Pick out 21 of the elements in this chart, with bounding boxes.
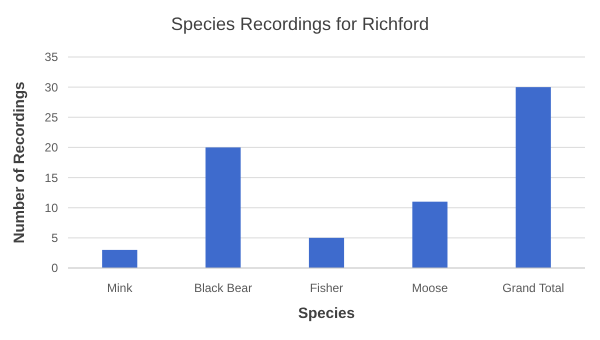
y-tick-label: 25 xyxy=(44,110,58,124)
x-tick-label: Moose xyxy=(412,281,448,295)
y-tick-label: 10 xyxy=(44,200,58,215)
bar xyxy=(412,202,448,268)
x-tick-label: Mink xyxy=(107,281,134,295)
bar xyxy=(206,147,241,268)
y-tick-label: 15 xyxy=(44,170,58,185)
y-tick-label: 20 xyxy=(44,140,58,155)
x-tick-label: Grand Total xyxy=(502,281,564,295)
y-tick-label: 35 xyxy=(44,50,58,64)
x-tick-label: Black Bear xyxy=(194,281,252,295)
bar xyxy=(516,87,551,268)
bar xyxy=(308,238,344,268)
x-axis-title: Species xyxy=(298,305,355,322)
x-tick-label: Fisher xyxy=(310,281,344,295)
bar xyxy=(102,250,138,268)
y-tick-label: 30 xyxy=(44,80,58,94)
y-tick-label: 0 xyxy=(51,261,58,276)
y-axis-title: Number of Recordings xyxy=(11,82,28,244)
chart-title: Species Recordings for Richford xyxy=(170,14,430,34)
y-tick-label: 5 xyxy=(51,231,58,246)
